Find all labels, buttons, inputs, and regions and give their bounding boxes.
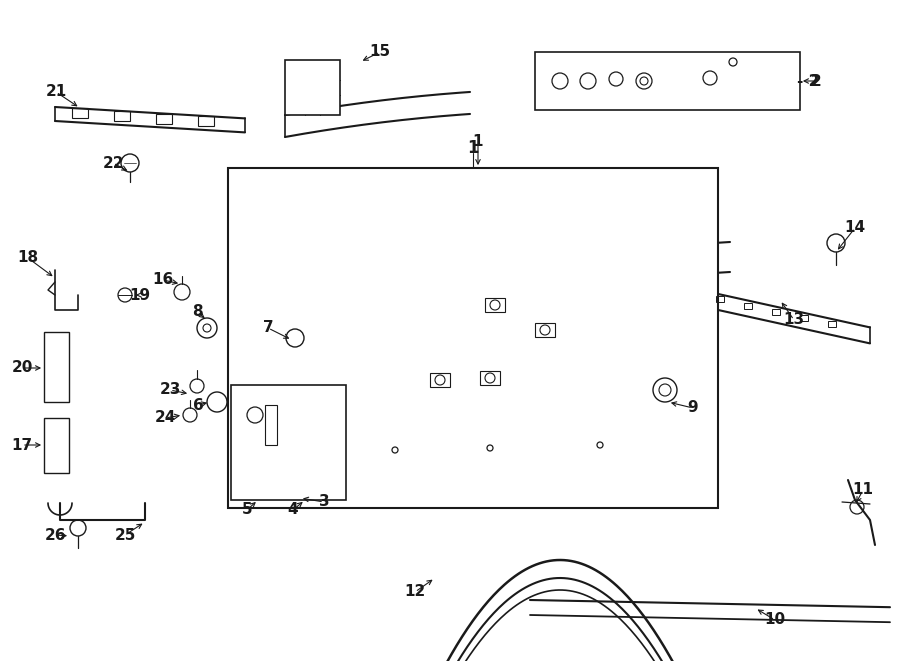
- Text: 9: 9: [688, 401, 698, 416]
- Bar: [285, 60, 340, 115]
- Bar: [265, 405, 277, 445]
- Text: 2: 2: [811, 73, 822, 89]
- Bar: [44, 332, 69, 402]
- Text: 18: 18: [17, 251, 39, 266]
- Bar: [430, 373, 450, 387]
- Text: 16: 16: [152, 272, 174, 288]
- Bar: [535, 323, 555, 337]
- Text: 24: 24: [154, 410, 176, 426]
- Text: 11: 11: [852, 483, 874, 498]
- Text: 25: 25: [114, 527, 136, 543]
- Text: 4: 4: [288, 502, 298, 518]
- Bar: [800, 315, 808, 321]
- Text: 3: 3: [319, 494, 329, 510]
- Text: 17: 17: [12, 438, 32, 453]
- Bar: [716, 296, 724, 302]
- Text: 20: 20: [12, 360, 32, 375]
- Bar: [535, 52, 800, 110]
- Bar: [828, 321, 836, 327]
- Text: 7: 7: [263, 321, 274, 336]
- Text: 5: 5: [242, 502, 252, 518]
- Text: 1: 1: [467, 139, 479, 157]
- Bar: [198, 116, 214, 126]
- Polygon shape: [678, 58, 692, 95]
- Bar: [228, 168, 718, 508]
- Text: 15: 15: [369, 44, 391, 59]
- Text: 12: 12: [404, 584, 426, 600]
- Bar: [44, 418, 69, 473]
- Text: 6: 6: [193, 397, 203, 412]
- Bar: [744, 303, 752, 309]
- Bar: [772, 309, 780, 315]
- Text: 19: 19: [130, 288, 150, 303]
- Bar: [72, 108, 88, 118]
- Text: 14: 14: [844, 221, 866, 235]
- Bar: [231, 385, 346, 500]
- Text: 22: 22: [103, 155, 124, 171]
- Bar: [480, 371, 500, 385]
- Text: 1: 1: [472, 134, 483, 149]
- Text: 10: 10: [764, 613, 786, 627]
- Text: 26: 26: [44, 527, 66, 543]
- Text: 23: 23: [159, 383, 181, 397]
- Text: - 2: - 2: [796, 73, 819, 89]
- Polygon shape: [51, 345, 62, 371]
- Bar: [156, 114, 172, 124]
- Bar: [485, 298, 505, 312]
- Text: 8: 8: [192, 305, 202, 319]
- Bar: [114, 111, 130, 121]
- Text: 13: 13: [783, 313, 805, 327]
- Text: 21: 21: [45, 85, 67, 100]
